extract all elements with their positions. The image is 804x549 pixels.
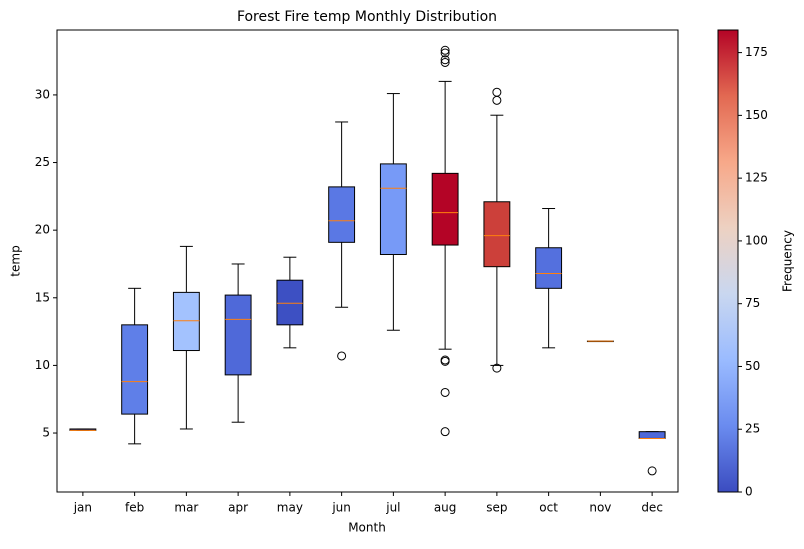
- plot-frame: [56, 29, 679, 493]
- x-tick-label: feb: [125, 501, 144, 515]
- box: [535, 247, 563, 289]
- x-tick-label: jul: [385, 501, 400, 515]
- colorbar-tick-label: 150: [745, 108, 768, 122]
- y-tick-label: 25: [35, 155, 50, 169]
- colorbar-tick-label: 175: [745, 45, 768, 59]
- x-tick-label: nov: [589, 501, 611, 515]
- box: [483, 201, 511, 268]
- y-tick-label: 10: [35, 358, 50, 372]
- chart-title: Forest Fire temp Monthly Distribution: [237, 9, 497, 25]
- outlier: [440, 55, 450, 65]
- box: [638, 431, 666, 439]
- x-tick-label: mar: [174, 501, 198, 515]
- colorbar: [717, 29, 739, 493]
- x-tick-label: aug: [434, 501, 457, 515]
- outlier: [647, 466, 657, 476]
- outlier: [440, 45, 450, 55]
- x-tick-label: may: [277, 501, 303, 515]
- y-tick-label: 20: [35, 223, 50, 237]
- x-tick-label: jun: [331, 501, 351, 515]
- box: [328, 186, 356, 243]
- outlier: [492, 363, 502, 373]
- x-tick-label: jan: [73, 501, 92, 515]
- colorbar-label: Frequency: [781, 230, 795, 292]
- colorbar-tick-label: 50: [745, 359, 760, 373]
- outlier: [440, 427, 450, 437]
- box: [431, 172, 459, 246]
- x-tick-label: dec: [641, 501, 663, 515]
- outlier: [440, 48, 450, 58]
- box: [121, 324, 149, 415]
- outlier: [440, 57, 450, 67]
- y-tick-label: 15: [35, 290, 50, 304]
- outlier: [337, 351, 347, 361]
- y-axis-label: temp: [9, 245, 23, 276]
- y-tick-label: 30: [35, 87, 50, 101]
- x-tick-label: sep: [486, 501, 507, 515]
- colorbar-tick-label: 0: [745, 485, 753, 499]
- box: [379, 163, 407, 256]
- x-axis-label: Month: [348, 521, 386, 535]
- box: [224, 294, 252, 376]
- outlier: [440, 356, 450, 366]
- x-tick-label: oct: [539, 501, 558, 515]
- box: [276, 279, 304, 326]
- y-tick-label: 5: [42, 426, 50, 440]
- outlier: [440, 387, 450, 397]
- colorbar-tick-label: 25: [745, 422, 760, 436]
- x-tick-label: apr: [228, 501, 248, 515]
- outlier: [492, 95, 502, 105]
- colorbar-tick-label: 125: [745, 171, 768, 185]
- box: [172, 291, 200, 352]
- colorbar-tick-label: 100: [745, 233, 768, 247]
- outlier: [492, 87, 502, 97]
- colorbar-tick-label: 75: [745, 296, 760, 310]
